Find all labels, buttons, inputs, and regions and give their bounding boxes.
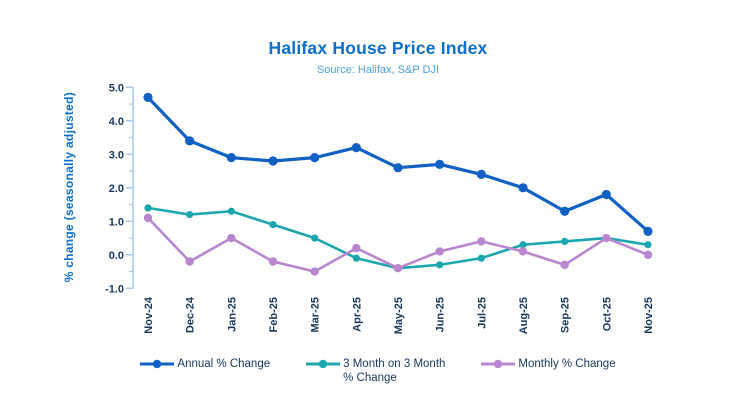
data-point-three-month-on-three-month-Jun-25 xyxy=(436,261,444,269)
legend-item-annual: Annual % Change xyxy=(140,357,270,371)
legend-marker-three-month-on-three-month xyxy=(306,359,341,369)
data-point-three-month-on-three-month-Dec-24 xyxy=(186,211,194,219)
data-point-three-month-on-three-month-Jan-25 xyxy=(227,207,235,215)
x-tick-label: Apr-25 xyxy=(351,297,363,332)
data-point-monthly-Sep-25 xyxy=(560,260,569,270)
chart-title: Halifax House Price Index xyxy=(268,38,488,58)
legend-label-line: Monthly % Change xyxy=(518,358,616,370)
data-point-annual-Sep-25 xyxy=(560,206,570,216)
y-tick-label: 5.0 xyxy=(109,82,124,94)
legend-dot-icon xyxy=(318,359,328,369)
legend-label-monthly: Monthly % Change xyxy=(518,357,615,371)
data-point-monthly-Nov-24 xyxy=(143,213,153,223)
data-point-monthly-Apr-25 xyxy=(352,243,361,253)
data-point-three-month-on-three-month-Apr-25 xyxy=(352,254,360,262)
data-point-monthly-Mar-25 xyxy=(310,267,319,276)
data-point-annual-Apr-25 xyxy=(351,143,361,153)
data-point-annual-Mar-25 xyxy=(310,153,320,163)
x-tick-label: Nov-25 xyxy=(643,297,655,334)
legend-label-line: % Change xyxy=(343,372,397,384)
series-line-monthly xyxy=(146,216,650,273)
data-point-annual-Oct-25 xyxy=(601,189,611,200)
x-tick-label: Jul-25 xyxy=(476,297,488,329)
x-tick-label: Sep-25 xyxy=(560,297,572,333)
x-tick-label: Nov-24 xyxy=(143,296,155,334)
x-tick-label: May-25 xyxy=(393,297,405,334)
legend-marker-monthly xyxy=(481,359,516,369)
legend-label-annual: Annual % Change xyxy=(177,357,270,371)
data-point-monthly-Nov-25 xyxy=(643,250,653,259)
data-point-annual-Feb-25 xyxy=(268,156,278,166)
data-point-annual-Jul-25 xyxy=(476,169,486,179)
data-point-three-month-on-three-month-Nov-25 xyxy=(644,241,652,249)
y-tick-label: 2.0 xyxy=(109,183,124,195)
chart-legend: Annual % Change 3 Month on 3 Month % Chang… xyxy=(0,357,756,385)
y-tick-label: 4.0 xyxy=(109,116,124,128)
x-tick-label: Feb-25 xyxy=(268,297,280,332)
x-tick-label: Dec-24 xyxy=(185,296,197,333)
data-point-monthly-Feb-25 xyxy=(268,257,278,266)
chart-subtitle: Source: Halifax, S&P DJI xyxy=(316,64,440,76)
data-point-monthly-Aug-25 xyxy=(518,247,528,256)
data-point-monthly-Jul-25 xyxy=(477,237,486,246)
data-point-monthly-Oct-25 xyxy=(602,233,611,243)
y-tick-label: 1.0 xyxy=(109,216,124,228)
legend-label-line: 3 Month on 3 Month xyxy=(343,358,446,370)
legend-label-three-month-on-three-month: 3 Month on 3 Month % Change xyxy=(343,357,445,385)
legend-item-monthly: Monthly % Change xyxy=(481,357,616,371)
data-point-annual-Dec-24 xyxy=(185,136,195,146)
x-tick-label: Aug-25 xyxy=(518,297,530,334)
x-tick-label: Mar-25 xyxy=(310,297,322,332)
data-point-three-month-on-three-month-Feb-25 xyxy=(269,221,277,229)
data-point-three-month-on-three-month-Sep-25 xyxy=(561,237,569,245)
legend-dot-icon xyxy=(153,359,162,369)
data-point-three-month-on-three-month-Mar-25 xyxy=(311,234,319,242)
data-point-annual-Aug-25 xyxy=(518,183,528,193)
legend-label-line: Annual % Change xyxy=(177,358,271,370)
data-point-annual-Jun-25 xyxy=(435,159,445,169)
x-tick-label: Jun-25 xyxy=(435,297,447,332)
data-point-annual-Nov-25 xyxy=(643,226,653,236)
data-point-monthly-Dec-24 xyxy=(185,257,194,266)
y-tick-label: 3.0 xyxy=(109,149,124,161)
data-point-monthly-Jun-25 xyxy=(435,247,444,256)
y-tick-label: 0.0 xyxy=(109,250,124,262)
x-tick-label: Jan-25 xyxy=(226,297,238,332)
y-tick-label: -1.0 xyxy=(105,283,124,295)
x-tick-label: Oct-25 xyxy=(601,297,613,331)
data-point-annual-Jan-25 xyxy=(226,153,236,163)
line-chart-plot: 5.0 4.0 3.0 2.0 1.0 0.0 -1.0 Nov-24 Dec-24 Jan-25… xyxy=(105,82,655,334)
data-point-annual-Nov-24 xyxy=(143,92,153,102)
legend-dot-icon xyxy=(494,359,503,369)
data-point-monthly-Jan-25 xyxy=(227,233,236,243)
legend-marker-annual xyxy=(140,359,175,369)
data-point-three-month-on-three-month-Aug-25 xyxy=(519,241,527,249)
data-point-three-month-on-three-month-Jul-25 xyxy=(477,254,485,262)
data-point-annual-May-25 xyxy=(393,163,403,173)
data-point-monthly-May-25 xyxy=(393,264,403,273)
legend-item-three-month-on-three-month: 3 Month on 3 Month % Change xyxy=(306,357,445,385)
data-point-three-month-on-three-month-Nov-24 xyxy=(144,204,152,212)
